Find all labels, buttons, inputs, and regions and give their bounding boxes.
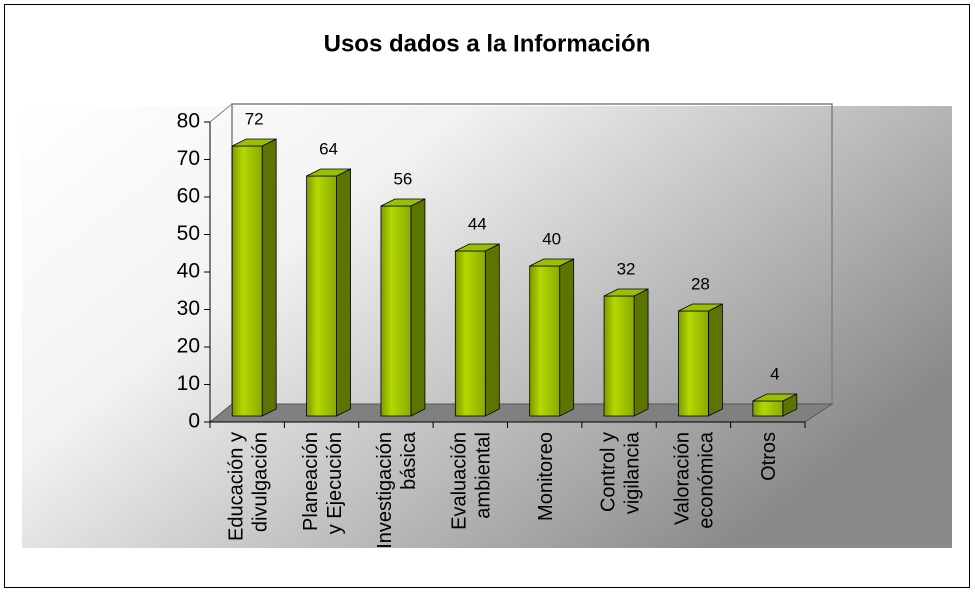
value-label: 40: [542, 229, 561, 248]
bar-side: [484, 243, 500, 417]
bar-front: [454, 250, 486, 417]
x-tick-label: y Ejecución: [324, 432, 346, 534]
x-tick-label: Valoración: [672, 432, 694, 525]
bar-side: [261, 138, 277, 417]
y-tick-label: 50: [177, 222, 200, 245]
x-tick-label: Monitoreo: [535, 432, 557, 521]
bar: [231, 138, 277, 417]
bar-front: [231, 145, 263, 417]
bar-front: [306, 175, 337, 417]
floor: [208, 403, 834, 423]
y-tick-label: 60: [177, 185, 200, 208]
bar-top: [529, 258, 574, 267]
x-tick-label: Control y: [597, 432, 619, 512]
value-label: 56: [393, 169, 412, 188]
value-label: 28: [691, 274, 710, 293]
x-tick-label: Investigación: [374, 432, 396, 549]
chart-title: Usos dados a la Información: [324, 30, 651, 57]
bar-front: [752, 400, 784, 417]
bar: [454, 243, 500, 417]
bar-side: [410, 198, 426, 417]
value-label: 4: [770, 364, 779, 383]
bar-side: [336, 168, 351, 417]
y-tick-label: 80: [177, 110, 200, 133]
bar: [529, 258, 575, 417]
bar-top: [380, 198, 426, 207]
value-label: 32: [617, 259, 636, 278]
y-tick-label: 20: [177, 335, 200, 358]
value-label: 64: [319, 139, 338, 158]
bar-top: [232, 138, 277, 147]
y-tick-label: 40: [177, 260, 200, 283]
bar-top: [603, 288, 649, 297]
bar-front: [603, 295, 635, 417]
bar-side: [559, 258, 575, 417]
y-tick-label: 30: [177, 297, 200, 320]
x-tick-label: ambiental: [473, 432, 495, 519]
bar-side: [633, 288, 649, 417]
bar-top: [306, 168, 351, 177]
y-tick-label: 10: [177, 372, 200, 395]
x-tick-label: Planeación: [300, 432, 322, 531]
y-tick-label: 0: [188, 410, 200, 433]
bar-front: [529, 265, 561, 417]
bar: [380, 198, 426, 417]
x-tick-label: básica: [398, 431, 420, 490]
x-tick-label: divulgación: [249, 432, 271, 532]
value-label: 44: [468, 214, 487, 233]
side-wall-edge: [209, 103, 233, 123]
bar-front: [678, 310, 709, 417]
bar-top: [678, 303, 723, 312]
bar-side: [708, 303, 723, 417]
bar: [306, 168, 351, 417]
x-tick-label: Educación y: [225, 432, 247, 541]
bar-top: [455, 243, 500, 252]
bar-top: [752, 393, 797, 402]
bar: [752, 393, 798, 417]
x-tick-label: Evaluación: [449, 432, 471, 530]
x-tick-label: Otros: [758, 432, 780, 481]
value-label: 72: [245, 109, 264, 128]
x-tick-label: vigilancia: [621, 431, 643, 514]
x-tick-label: económica: [696, 431, 718, 529]
bar-front: [380, 205, 412, 417]
bar: [678, 303, 723, 417]
y-tick-label: 70: [177, 147, 200, 170]
bar: [603, 288, 649, 417]
